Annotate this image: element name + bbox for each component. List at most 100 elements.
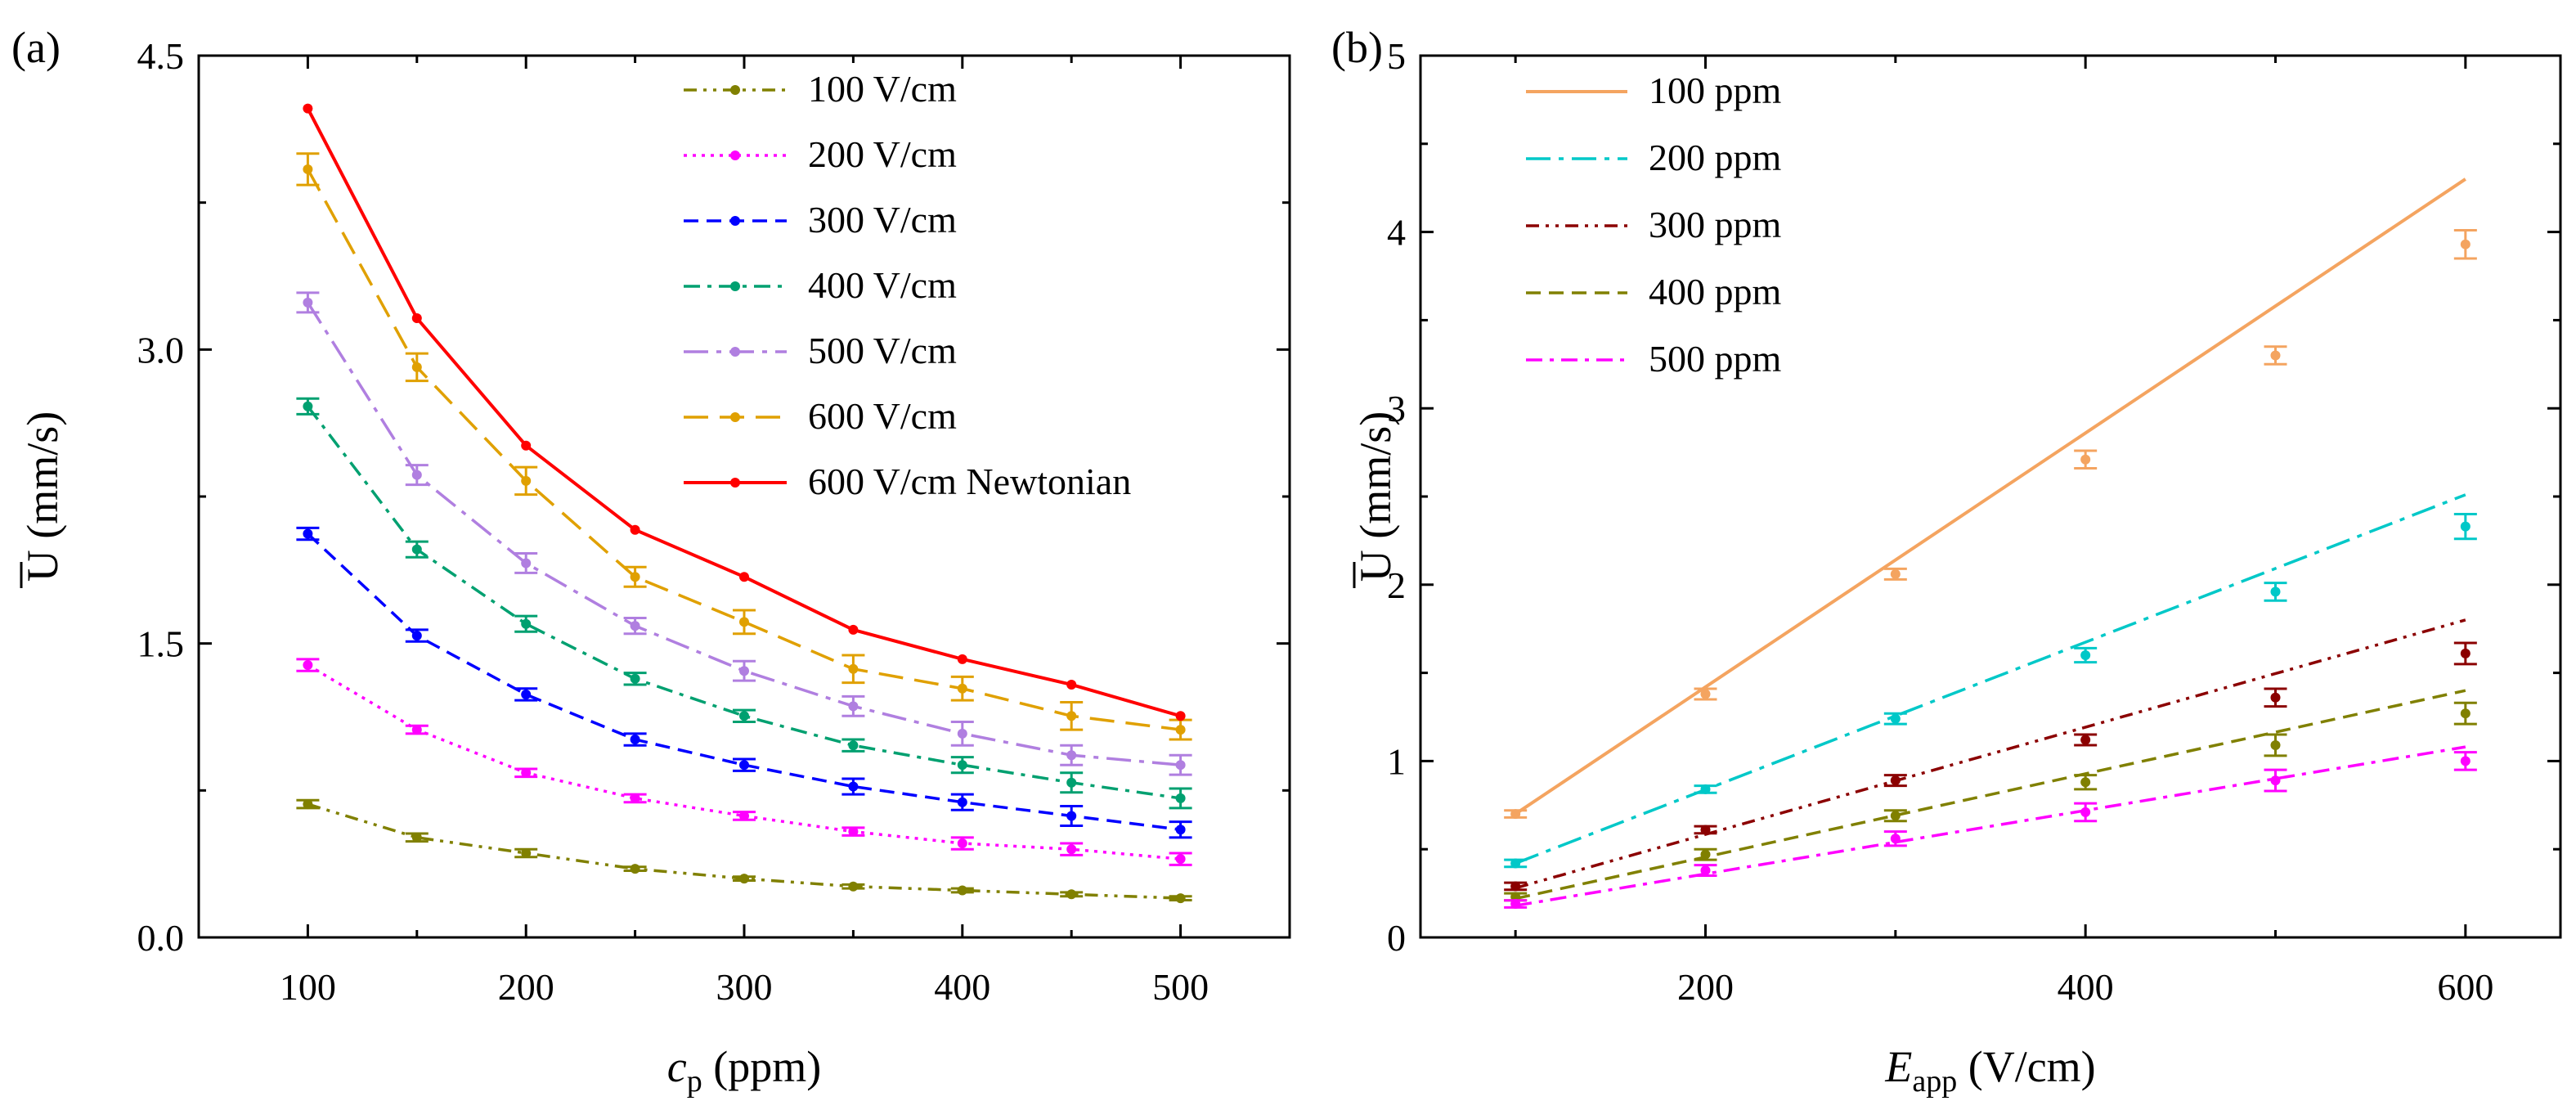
data-point	[411, 313, 422, 324]
series-line-300-ppm	[1515, 618, 2466, 890]
y-tick-label: 5	[1387, 35, 1406, 77]
legend-marker	[730, 85, 740, 95]
y-tick-label: 3.0	[137, 329, 185, 371]
data-point	[2270, 692, 2281, 703]
data-point	[521, 689, 532, 699]
data-point	[1066, 711, 1077, 721]
series-200-ppm: 200 ppm	[1504, 137, 2477, 869]
data-point	[1510, 809, 1521, 820]
data-point	[521, 767, 532, 778]
data-point	[848, 740, 859, 751]
data-point	[411, 470, 422, 480]
x-axis-title-symbol: E	[1884, 1042, 1912, 1091]
data-point	[521, 475, 532, 486]
data-point	[739, 711, 749, 721]
panel-a: 0.0 1.5 3.0 4.5 100 200 300 400 500 (a) cp (ppm) U …	[11, 23, 1291, 1099]
data-point	[848, 624, 859, 635]
data-point	[957, 838, 967, 849]
data-point	[630, 572, 640, 582]
data-point	[303, 528, 313, 539]
series-300-v-cm: 300 V/cm	[296, 199, 1192, 839]
data-point	[2460, 756, 2471, 766]
data-point	[1066, 889, 1077, 900]
legend-marker	[730, 347, 740, 357]
legend-label-500-ppm: 500 ppm	[1649, 338, 1782, 380]
data-point	[1066, 679, 1077, 690]
data-point	[1890, 568, 1901, 579]
data-point	[2270, 775, 2281, 786]
data-point	[739, 811, 749, 821]
x-tick-label: 100	[280, 966, 336, 1008]
data-point	[630, 793, 640, 803]
data-point	[1700, 825, 1711, 835]
x-tick-label: 600	[2437, 966, 2493, 1008]
data-point	[1700, 849, 1711, 860]
data-point	[303, 103, 313, 114]
series-line-500-v-cm	[306, 301, 1181, 766]
y-tick-label: 1.5	[137, 623, 185, 665]
data-point	[411, 832, 422, 843]
data-point	[630, 524, 640, 535]
legend-marker	[730, 281, 740, 291]
legend-label-100-v-cm: 100 V/cm	[808, 68, 957, 110]
series-300-ppm: 300 ppm	[1504, 204, 2477, 892]
y-tick-label: 4.5	[137, 35, 185, 77]
y-axis-title: U (mm/s)	[18, 411, 67, 582]
legend-label-100-ppm: 100 ppm	[1649, 70, 1782, 111]
data-point	[1175, 711, 1186, 721]
y-tick-label: 4	[1387, 212, 1406, 254]
data-point	[848, 663, 859, 674]
x-tick-label: 300	[716, 966, 773, 1008]
data-point	[1700, 784, 1711, 794]
data-point	[521, 558, 532, 568]
data-point	[739, 572, 749, 582]
data-point	[848, 826, 859, 837]
data-point	[848, 781, 859, 792]
panel-label: (a)	[11, 23, 61, 72]
data-point	[957, 885, 967, 896]
x-axis-title-unit: (ppm)	[702, 1042, 821, 1091]
x-axis-title-subscript: app	[1912, 1064, 1957, 1099]
x-tick-label: 400	[934, 966, 990, 1008]
x-tick-label: 200	[1677, 966, 1734, 1008]
series-line-400-ppm	[1515, 689, 2466, 901]
x-tick-label: 400	[2058, 966, 2114, 1008]
data-point	[957, 728, 967, 739]
y-axis-title-group: U (mm/s)	[1351, 411, 1400, 588]
series-line-400-v-cm	[307, 405, 1181, 800]
data-point	[2460, 521, 2471, 532]
legend-label-500-v-cm: 500 V/cm	[808, 330, 957, 371]
data-point	[2080, 735, 2091, 745]
data-point	[303, 799, 313, 810]
data-point	[1175, 854, 1186, 865]
legend-marker	[730, 478, 740, 488]
legend-label-300-ppm: 300 ppm	[1649, 204, 1782, 245]
data-point	[1175, 825, 1186, 835]
x-axis-title-unit: (V/cm)	[1957, 1042, 2095, 1091]
y-tick-label: 3	[1387, 388, 1406, 429]
data-point	[2080, 650, 2091, 661]
data-point	[2460, 239, 2471, 249]
series-400-v-cm: 400 V/cm	[296, 264, 1192, 810]
data-point	[303, 297, 313, 308]
panel-label: (b)	[1331, 23, 1383, 72]
data-point	[1066, 750, 1077, 761]
data-point	[1890, 834, 1901, 844]
data-point	[2270, 739, 2281, 750]
series-500-v-cm: 500 V/cm	[296, 291, 1192, 776]
data-point	[957, 760, 967, 771]
panel-b: 0 1 2 3 4 5 200 400 600 (b) Eapp (V/cm) U (mm/s) 100…	[1331, 23, 2562, 1099]
data-point	[630, 735, 640, 745]
y-tick-label: 0.0	[137, 917, 185, 959]
legend-marker	[730, 412, 740, 422]
data-point	[1066, 777, 1077, 788]
legend-label-600-v-cm: 600 V/cm	[808, 395, 957, 437]
data-point	[2460, 708, 2471, 719]
data-point	[2460, 648, 2471, 658]
data-point	[957, 683, 967, 694]
data-point	[411, 362, 422, 372]
data-point	[1890, 775, 1901, 786]
series-600-v-cm: 600 V/cm	[296, 152, 1192, 741]
data-point	[521, 440, 532, 451]
